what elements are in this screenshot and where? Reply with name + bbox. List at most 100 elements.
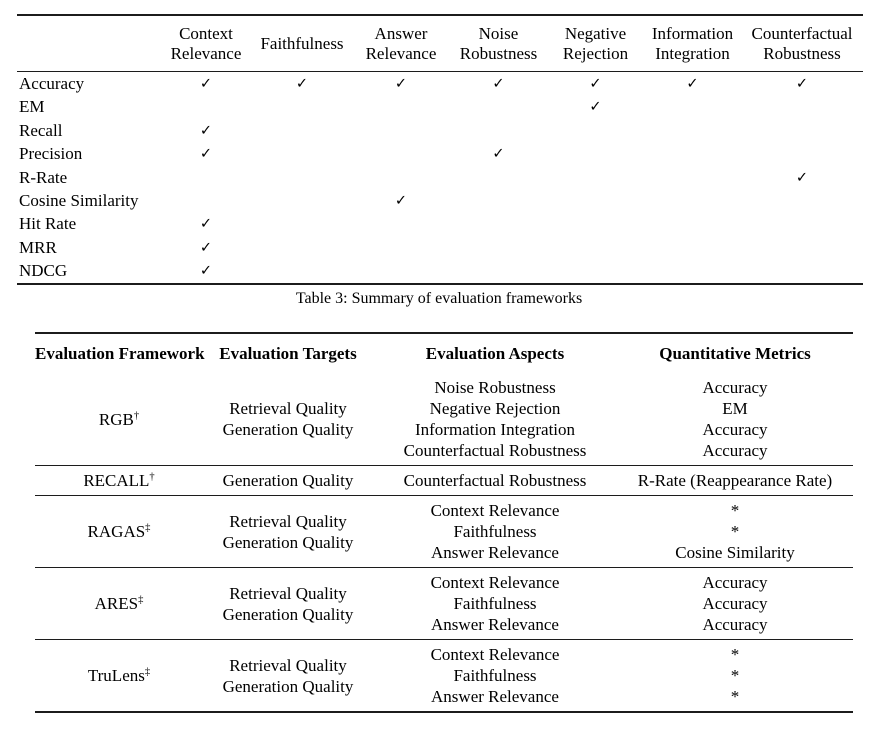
matrix-cell [252,259,352,283]
matrix-cell [252,212,352,235]
evaluation-aspects-cell: Counterfactual Robustness [373,466,617,496]
matrix-cell: ✓ [160,212,252,235]
metric-row-label: EM [19,97,45,117]
matrix-row: Hit Rate ✓ [17,212,863,235]
framework-row: RECALL† Generation Quality Counterfactual … [35,466,853,496]
matrix-row: Accuracy ✓ ✓ ✓ ✓ ✓ ✓ ✓ [17,72,863,96]
matrix-row: Recall ✓ [17,119,863,142]
evaluation-targets-cell: Generation Quality [203,466,373,496]
matrix-cell [252,119,352,142]
matrix-cell [547,189,644,212]
evaluation-aspects-cell: Context Relevance Faithfulness Answer Rele… [373,496,617,568]
evaluation-targets-cell: Retrieval Quality Generation Quality [203,640,373,713]
matrix-cell [547,259,644,283]
matrix-cell [547,166,644,189]
metric-line: Accuracy [702,573,768,592]
evaluation-targets-cell: Retrieval Quality Generation Quality [203,496,373,568]
summary-column-header: Evaluation Framework [35,343,205,363]
framework-name: TruLens [87,666,145,685]
matrix-cell [252,236,352,259]
matrix-cell [547,119,644,142]
evaluation-targets-cell: Retrieval Quality Generation Quality [203,568,373,640]
checkmark-icon: ✓ [199,239,213,256]
matrix-cell [450,166,547,189]
metric-line: R-Rate (Reappearance Rate) [637,471,833,490]
matrix-cell [352,259,450,283]
matrix-cell: ✓ [741,166,863,189]
checkmark-icon: ✓ [199,76,213,92]
matrix-cell [352,119,450,142]
matrix-cell: ✓ [450,72,547,96]
matrix-header-row: Context Relevance Faithfulness Answer Releva… [17,15,863,72]
matrix-cell [252,189,352,212]
checkmark-icon: ✓ [199,146,213,163]
metric-row-label: Accuracy [19,74,85,93]
matrix-cell [450,189,547,212]
matrix-cell [741,95,863,118]
matrix-cell: ✓ [160,259,252,283]
matrix-corner-cell [17,15,160,72]
matrix-row: EM ✓ [17,95,863,118]
quantitative-metrics-cell: * * * [617,640,853,713]
frameworks-summary-table: Evaluation Framework Evaluation Targets Ev… [35,332,853,713]
matrix-cell [252,95,352,118]
matrix-cell [450,212,547,235]
matrix-cell [644,259,741,283]
matrix-cell [450,259,547,283]
framework-row: TruLens‡ Retrieval Quality Generation Qual… [35,640,853,713]
matrix-cell: ✓ [160,72,252,96]
metric-line: * [730,501,740,520]
target-line: Generation Quality [222,676,354,696]
aspect-line: Context Relevance [430,501,560,520]
metric-line: EM [722,399,748,418]
framework-name-cell: RECALL† [35,466,203,496]
target-line: Retrieval Quality [229,399,347,418]
framework-dagger: ‡ [145,522,151,534]
checkmark-icon: ✓ [795,169,809,186]
aspect-line: Context Relevance [430,573,560,592]
evaluation-aspects-cell: Context Relevance Faithfulness Answer Rele… [373,640,617,713]
matrix-cell [352,212,450,235]
summary-header-row: Evaluation Framework Evaluation Targets Ev… [35,333,853,373]
summary-column-header: Evaluation Aspects [425,343,565,363]
matrix-cell: ✓ [252,72,352,96]
framework-name-cell: TruLens‡ [35,640,203,713]
matrix-cell [644,119,741,142]
matrix-cell [741,189,863,212]
matrix-cell: ✓ [547,95,644,118]
aspect-column-header: Information Integration [651,24,734,63]
aspect-line: Answer Relevance [431,543,559,562]
matrix-cell [644,142,741,165]
matrix-cell: ✓ [352,189,450,212]
evaluation-aspects-cell: Noise Robustness Negative Rejection Inform… [373,373,617,466]
evaluation-aspects-cell: Context Relevance Faithfulness Answer Rele… [373,568,617,640]
metric-line: * [730,687,740,706]
framework-row: ARES‡ Retrieval Quality Generation Quality… [35,568,853,640]
metrics-aspects-matrix-table: Context Relevance Faithfulness Answer Releva… [17,14,863,285]
matrix-cell: ✓ [547,72,644,96]
matrix-cell [352,236,450,259]
framework-dagger: ‡ [144,666,151,678]
metric-line: Accuracy [702,615,768,634]
matrix-cell [160,95,252,118]
framework-dagger: † [149,471,155,483]
metric-row-label: Precision [19,144,83,164]
aspect-line: Faithfulness [453,522,537,541]
framework-row: RAGAS‡ Retrieval Quality Generation Qualit… [35,496,853,568]
checkmark-icon: ✓ [795,76,809,92]
metric-row-label: Cosine Similarity [19,191,139,211]
metric-line: Accuracy [702,441,768,460]
matrix-cell: ✓ [741,72,863,96]
checkmark-icon: ✓ [295,76,309,92]
metric-row-label: MRR [19,237,57,257]
matrix-cell [741,119,863,142]
matrix-cell [644,236,741,259]
summary-table-body: RGB† Retrieval Quality Generation Quality N… [35,373,853,712]
checkmark-icon: ✓ [589,76,602,92]
matrix-cell [547,212,644,235]
quantitative-metrics-cell: Accuracy EM Accuracy Accuracy [617,373,853,466]
matrix-cell [547,236,644,259]
matrix-cell [741,212,863,235]
metric-line: Accuracy [702,420,768,439]
framework-name-cell: RAGAS‡ [35,496,203,568]
